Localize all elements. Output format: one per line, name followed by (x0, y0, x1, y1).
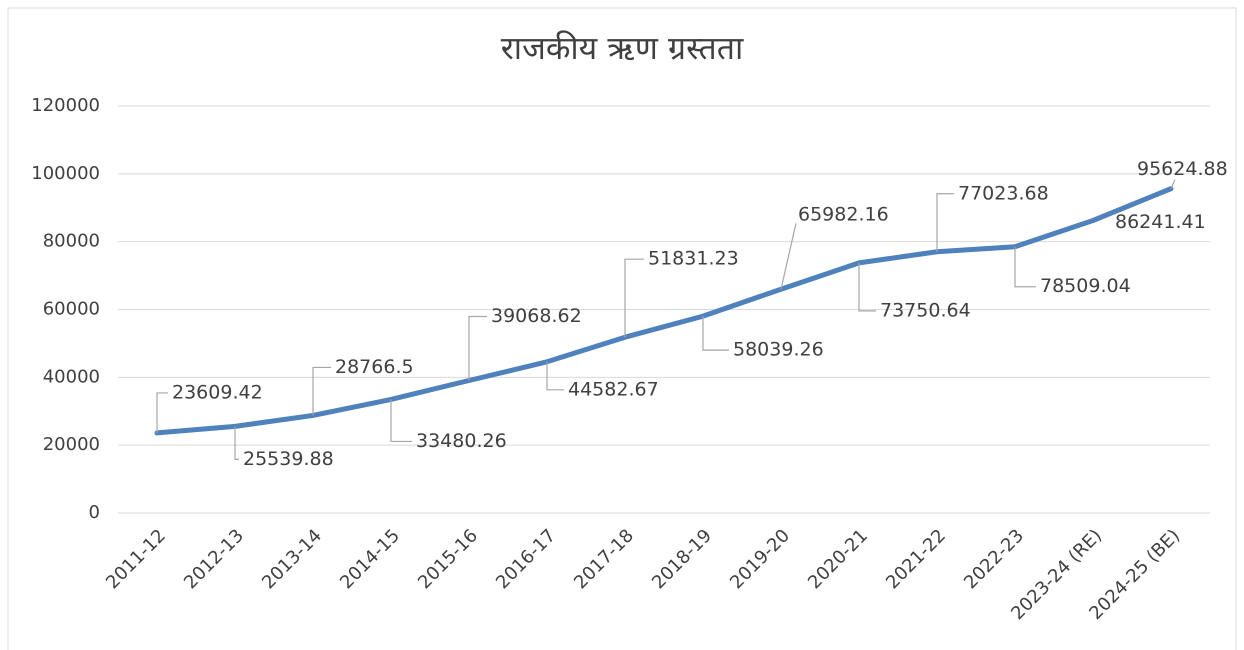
y-tick-label: 20000 (43, 434, 100, 455)
leader-line (702, 316, 729, 351)
y-tick-label: 100000 (31, 163, 100, 184)
data-line (154, 186, 1174, 436)
data-label: 58039.26 (733, 339, 824, 361)
data-label: 65982.16 (798, 204, 889, 226)
leader-line (1014, 246, 1036, 288)
data-label: 28766.5 (335, 356, 414, 378)
data-label: 25539.88 (243, 448, 334, 470)
data-label: 39068.62 (491, 305, 582, 327)
leader-line (234, 426, 239, 460)
y-tick-label: 80000 (43, 231, 100, 252)
data-label: 23609.42 (172, 381, 263, 403)
data-label: 86241.41 (1115, 211, 1206, 233)
leader-line (312, 366, 331, 416)
chart-border (7, 7, 1237, 650)
y-tick-label: 40000 (43, 366, 100, 387)
y-tick-label: 0 (89, 502, 100, 523)
data-label: 77023.68 (958, 182, 1049, 204)
data-label: 44582.67 (568, 378, 659, 400)
y-tick-label: 60000 (43, 299, 100, 320)
leader-line (780, 223, 797, 290)
leader-line (936, 193, 954, 252)
data-label: 73750.64 (880, 299, 971, 321)
leader-line (156, 392, 168, 433)
leader-line (858, 262, 876, 312)
data-label: 78509.04 (1040, 275, 1131, 297)
leader-line (1170, 179, 1176, 189)
leader-line (624, 258, 644, 338)
leader-line (390, 399, 412, 443)
chart-title: राजकीय ऋण ग्रस्तता (501, 29, 744, 67)
data-label: 33480.26 (416, 430, 507, 452)
data-label: 95624.88 (1137, 158, 1228, 180)
leader-line (468, 315, 487, 381)
y-tick-label: 120000 (31, 95, 100, 116)
data-label: 51831.23 (648, 248, 739, 270)
leader-line (546, 361, 564, 391)
